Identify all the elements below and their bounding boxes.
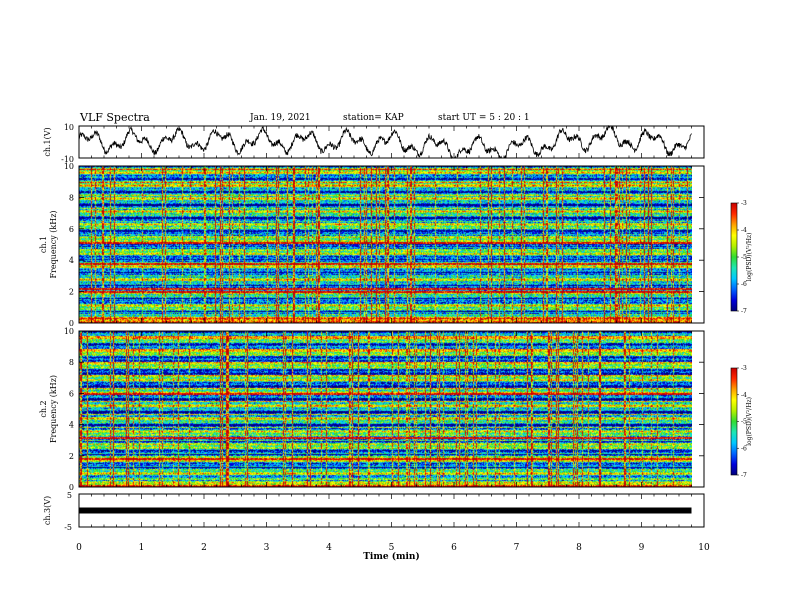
ch1-waveform-line bbox=[78, 124, 692, 160]
x-tick-label: 10 bbox=[698, 543, 710, 553]
colorbar-label: log(PSD)(V²/Hz) bbox=[746, 233, 753, 282]
colorbar-tick-label: -4 bbox=[741, 227, 747, 234]
y-tick-label: 10 bbox=[64, 123, 74, 132]
y-axis-label: ch.3(V) bbox=[43, 496, 52, 525]
y-tick-label: 2 bbox=[69, 288, 74, 297]
y-tick-label: 4 bbox=[69, 256, 74, 265]
x-tick-label: 8 bbox=[576, 543, 582, 553]
y-axis-label: ch.1 bbox=[39, 236, 48, 253]
y-tick-label: 6 bbox=[69, 225, 74, 234]
colorbar-tick-label: -6 bbox=[741, 445, 747, 452]
station-label: station= KAP bbox=[343, 113, 404, 123]
y-tick-label: 8 bbox=[69, 193, 74, 202]
x-tick-label: 0 bbox=[76, 543, 82, 553]
x-tick-label: 9 bbox=[639, 543, 645, 553]
colorbar-tick-label: -5 bbox=[741, 419, 747, 426]
x-tick-label: 1 bbox=[139, 543, 145, 553]
colorbar-label: log(PSD)(V²/Hz) bbox=[746, 397, 753, 446]
colorbar-ch1 bbox=[730, 202, 738, 312]
y-tick-label: 6 bbox=[69, 389, 74, 398]
colorbar-tick-label: -3 bbox=[741, 200, 747, 207]
y-tick-label: 0 bbox=[69, 483, 74, 492]
y-axis-label: ch.2 bbox=[39, 400, 48, 417]
chart-title: VLF Spectra bbox=[80, 111, 150, 124]
start-time-label: start UT = 5 : 20 : 1 bbox=[438, 113, 530, 123]
colorbar-tick-label: -7 bbox=[741, 472, 747, 479]
colorbar-tick-label: -4 bbox=[741, 392, 747, 399]
x-tick-label: 7 bbox=[514, 543, 520, 553]
ch3-level-band bbox=[79, 507, 692, 514]
x-tick-label: 6 bbox=[451, 543, 457, 553]
x-tick-label: 2 bbox=[201, 543, 207, 553]
y-tick-label: 2 bbox=[69, 452, 74, 461]
x-axis-label: Time (min) bbox=[363, 551, 420, 562]
y-tick-label: -5 bbox=[64, 523, 72, 532]
y-tick-label: 10 bbox=[64, 162, 74, 171]
spectrogram-image-ch2 bbox=[79, 331, 692, 487]
y-tick-label: 4 bbox=[69, 421, 74, 430]
colorbar-tick-label: -6 bbox=[741, 281, 747, 288]
x-tick-label: 3 bbox=[264, 543, 270, 553]
x-tick-label: 5 bbox=[389, 543, 395, 553]
x-tick-label: 4 bbox=[326, 543, 332, 553]
y-tick-label: 5 bbox=[67, 491, 72, 500]
y-tick-label: 10 bbox=[64, 327, 74, 336]
y-tick-label: 0 bbox=[69, 319, 74, 328]
y-tick-label: 8 bbox=[69, 358, 74, 367]
y-axis-label: ch.1(V) bbox=[43, 127, 52, 156]
y-axis-label: Frequency (kHz) bbox=[49, 375, 58, 443]
y-axis-label: Frequency (kHz) bbox=[49, 210, 58, 278]
colorbar-tick-label: -5 bbox=[741, 254, 747, 261]
colorbar-tick-label: -7 bbox=[741, 308, 747, 315]
date-label: Jan. 19, 2021 bbox=[250, 113, 311, 123]
y-tick-label: -10 bbox=[61, 155, 74, 164]
colorbar-ch2 bbox=[730, 367, 738, 476]
spectrogram-image-ch1 bbox=[79, 166, 692, 323]
colorbar-tick-label: -3 bbox=[741, 365, 747, 372]
